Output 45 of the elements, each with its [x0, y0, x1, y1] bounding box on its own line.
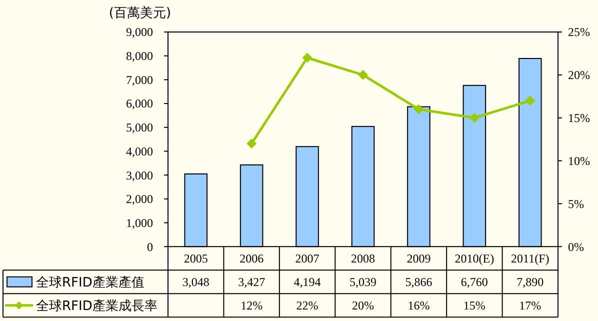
point: [246, 138, 257, 149]
y-tick-label: 1,000: [126, 216, 153, 230]
data-label: 12%: [240, 298, 263, 313]
y-tick-label: 8,000: [126, 49, 153, 64]
point: [358, 70, 368, 80]
y2-tick-label: 5%: [568, 196, 584, 211]
y-tick-label: 9,000: [126, 25, 153, 40]
legend-label: 全球RFID產業產值: [36, 275, 144, 290]
x-tick-label: 2008: [351, 252, 375, 266]
x-tick-label: 2006: [240, 252, 264, 266]
data-label: 15%: [463, 298, 486, 313]
data-label: 4,194: [294, 275, 321, 290]
y2-tick-label: 25%: [568, 25, 590, 40]
y-tick-label: 2,000: [126, 192, 153, 206]
data-label: 3,427: [238, 275, 266, 290]
x-tick-label: 2009: [406, 252, 431, 266]
x-tick-label: 2011(F): [511, 252, 550, 266]
point: [469, 112, 480, 123]
data-label: 7,890: [516, 275, 544, 290]
y-tick-label: 5,000: [126, 120, 153, 135]
point: [525, 96, 536, 106]
y-tick-label: 4,000: [126, 144, 153, 158]
data-label: 5,039: [350, 275, 376, 290]
y-axis-title: (百萬美元): [108, 5, 172, 21]
x-tick-label: 2007: [295, 252, 320, 266]
data-label: 22%: [296, 298, 318, 313]
legend-label: 全球RFID產業成長率: [36, 298, 158, 314]
x-tick-label: 2010(E): [454, 252, 494, 266]
point: [302, 52, 312, 63]
y2-tick-label: 0%: [568, 240, 584, 254]
y-tick-label: 7,000: [126, 72, 153, 87]
y-tick-label: 0: [147, 240, 153, 254]
data-label: 17%: [519, 298, 542, 313]
y2-tick-label: 10%: [568, 154, 590, 168]
y2-tick-label: 15%: [568, 111, 590, 126]
point: [414, 104, 424, 114]
data-label: 20%: [352, 298, 374, 313]
data-label: 6,760: [460, 275, 488, 290]
data-label: 5,866: [405, 275, 432, 290]
y-tick-label: 6,000: [126, 96, 153, 111]
y2-tick-label: 20%: [568, 68, 590, 82]
x-tick-label: 2005: [184, 252, 208, 266]
y-tick-label: 3,000: [126, 168, 153, 182]
data-label: 3,048: [182, 275, 210, 290]
data-label: 16%: [408, 298, 430, 313]
